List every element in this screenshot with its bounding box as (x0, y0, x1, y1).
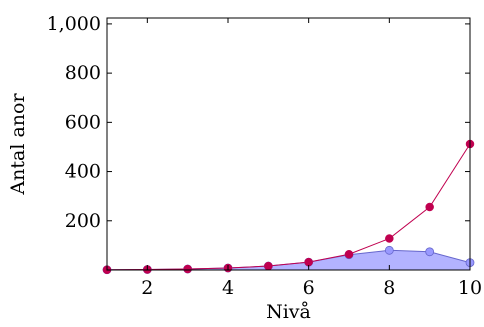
y-axis-label: Antal anor (7, 93, 29, 196)
x-tick-label-10: 10 (458, 277, 482, 299)
line-series-group (106, 143, 471, 271)
line-point-6 (304, 257, 313, 267)
x-tick-label-2: 2 (141, 277, 153, 299)
line-point-5 (264, 261, 273, 271)
x-tick-label-8: 8 (383, 277, 395, 299)
x-tick-label-6: 6 (303, 277, 315, 299)
x-tick-label-4: 4 (222, 277, 234, 299)
y-tick-label-1000: 1,000 (47, 13, 101, 35)
line-point-3 (183, 264, 192, 274)
line-point-8 (385, 234, 394, 243)
y-tick-label-600: 600 (65, 111, 101, 133)
area-point-8 (384, 245, 394, 255)
y-axis-ticks: 200 400 600 800 1,000 (47, 13, 470, 232)
x-axis-ticks: 2 4 6 8 10 (141, 18, 482, 299)
line-point-9 (425, 202, 434, 212)
plot-frame (106, 17, 471, 271)
area-point-9 (425, 247, 435, 257)
area-series-fill (107, 250, 470, 270)
area-series-group (106, 249, 471, 271)
y-tick-label-800: 800 (65, 62, 101, 84)
y-tick-label-200: 200 (65, 210, 101, 232)
line-point-7 (344, 250, 354, 259)
series-line (106, 143, 471, 271)
x-axis-label: Nivå (266, 301, 311, 323)
y-tick-label-400: 400 (65, 161, 101, 183)
